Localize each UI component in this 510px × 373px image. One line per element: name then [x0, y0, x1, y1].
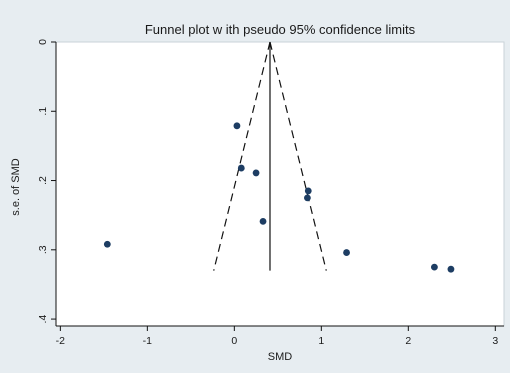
study-points — [103, 122, 455, 273]
x-axis-label: SMD — [268, 351, 293, 363]
y-tick-label: .2 — [37, 176, 49, 185]
y-axis: 0 .1 .2 .3 .4 — [37, 39, 57, 326]
study-point-9 — [431, 263, 438, 271]
study-point-10 — [447, 265, 455, 273]
y-tick-label: .1 — [37, 107, 49, 116]
ci-upper-limit-line — [269, 41, 327, 271]
x-tick-label: 0 — [231, 335, 237, 347]
study-point-6 — [304, 194, 311, 202]
x-tick-label: 3 — [492, 335, 498, 347]
x-axis: -2 -1 0 1 2 3 — [56, 325, 504, 347]
y-tick-label: 0 — [37, 39, 49, 45]
study-point-4 — [259, 218, 267, 225]
chart-title: Funnel plot w ith pseudo 95% confidence … — [145, 22, 416, 37]
plot-area — [55, 41, 505, 327]
x-tick-label: 1 — [318, 335, 324, 347]
ci-lower-limit-line — [213, 41, 271, 271]
study-point-3 — [252, 169, 260, 177]
x-tick-label: -2 — [56, 335, 65, 347]
study-point-8 — [103, 240, 111, 248]
study-point-5 — [304, 187, 312, 195]
study-point-7 — [343, 249, 350, 256]
y-axis-label: s.e. of SMD — [10, 158, 22, 216]
study-point-2 — [237, 164, 245, 172]
x-tick-label: 2 — [405, 335, 411, 347]
y-tick-label: .3 — [37, 245, 49, 254]
y-tick-label: .4 — [37, 315, 49, 324]
study-point-1 — [233, 122, 241, 130]
funnel-lines — [213, 41, 327, 271]
x-tick-label: -1 — [143, 335, 152, 347]
